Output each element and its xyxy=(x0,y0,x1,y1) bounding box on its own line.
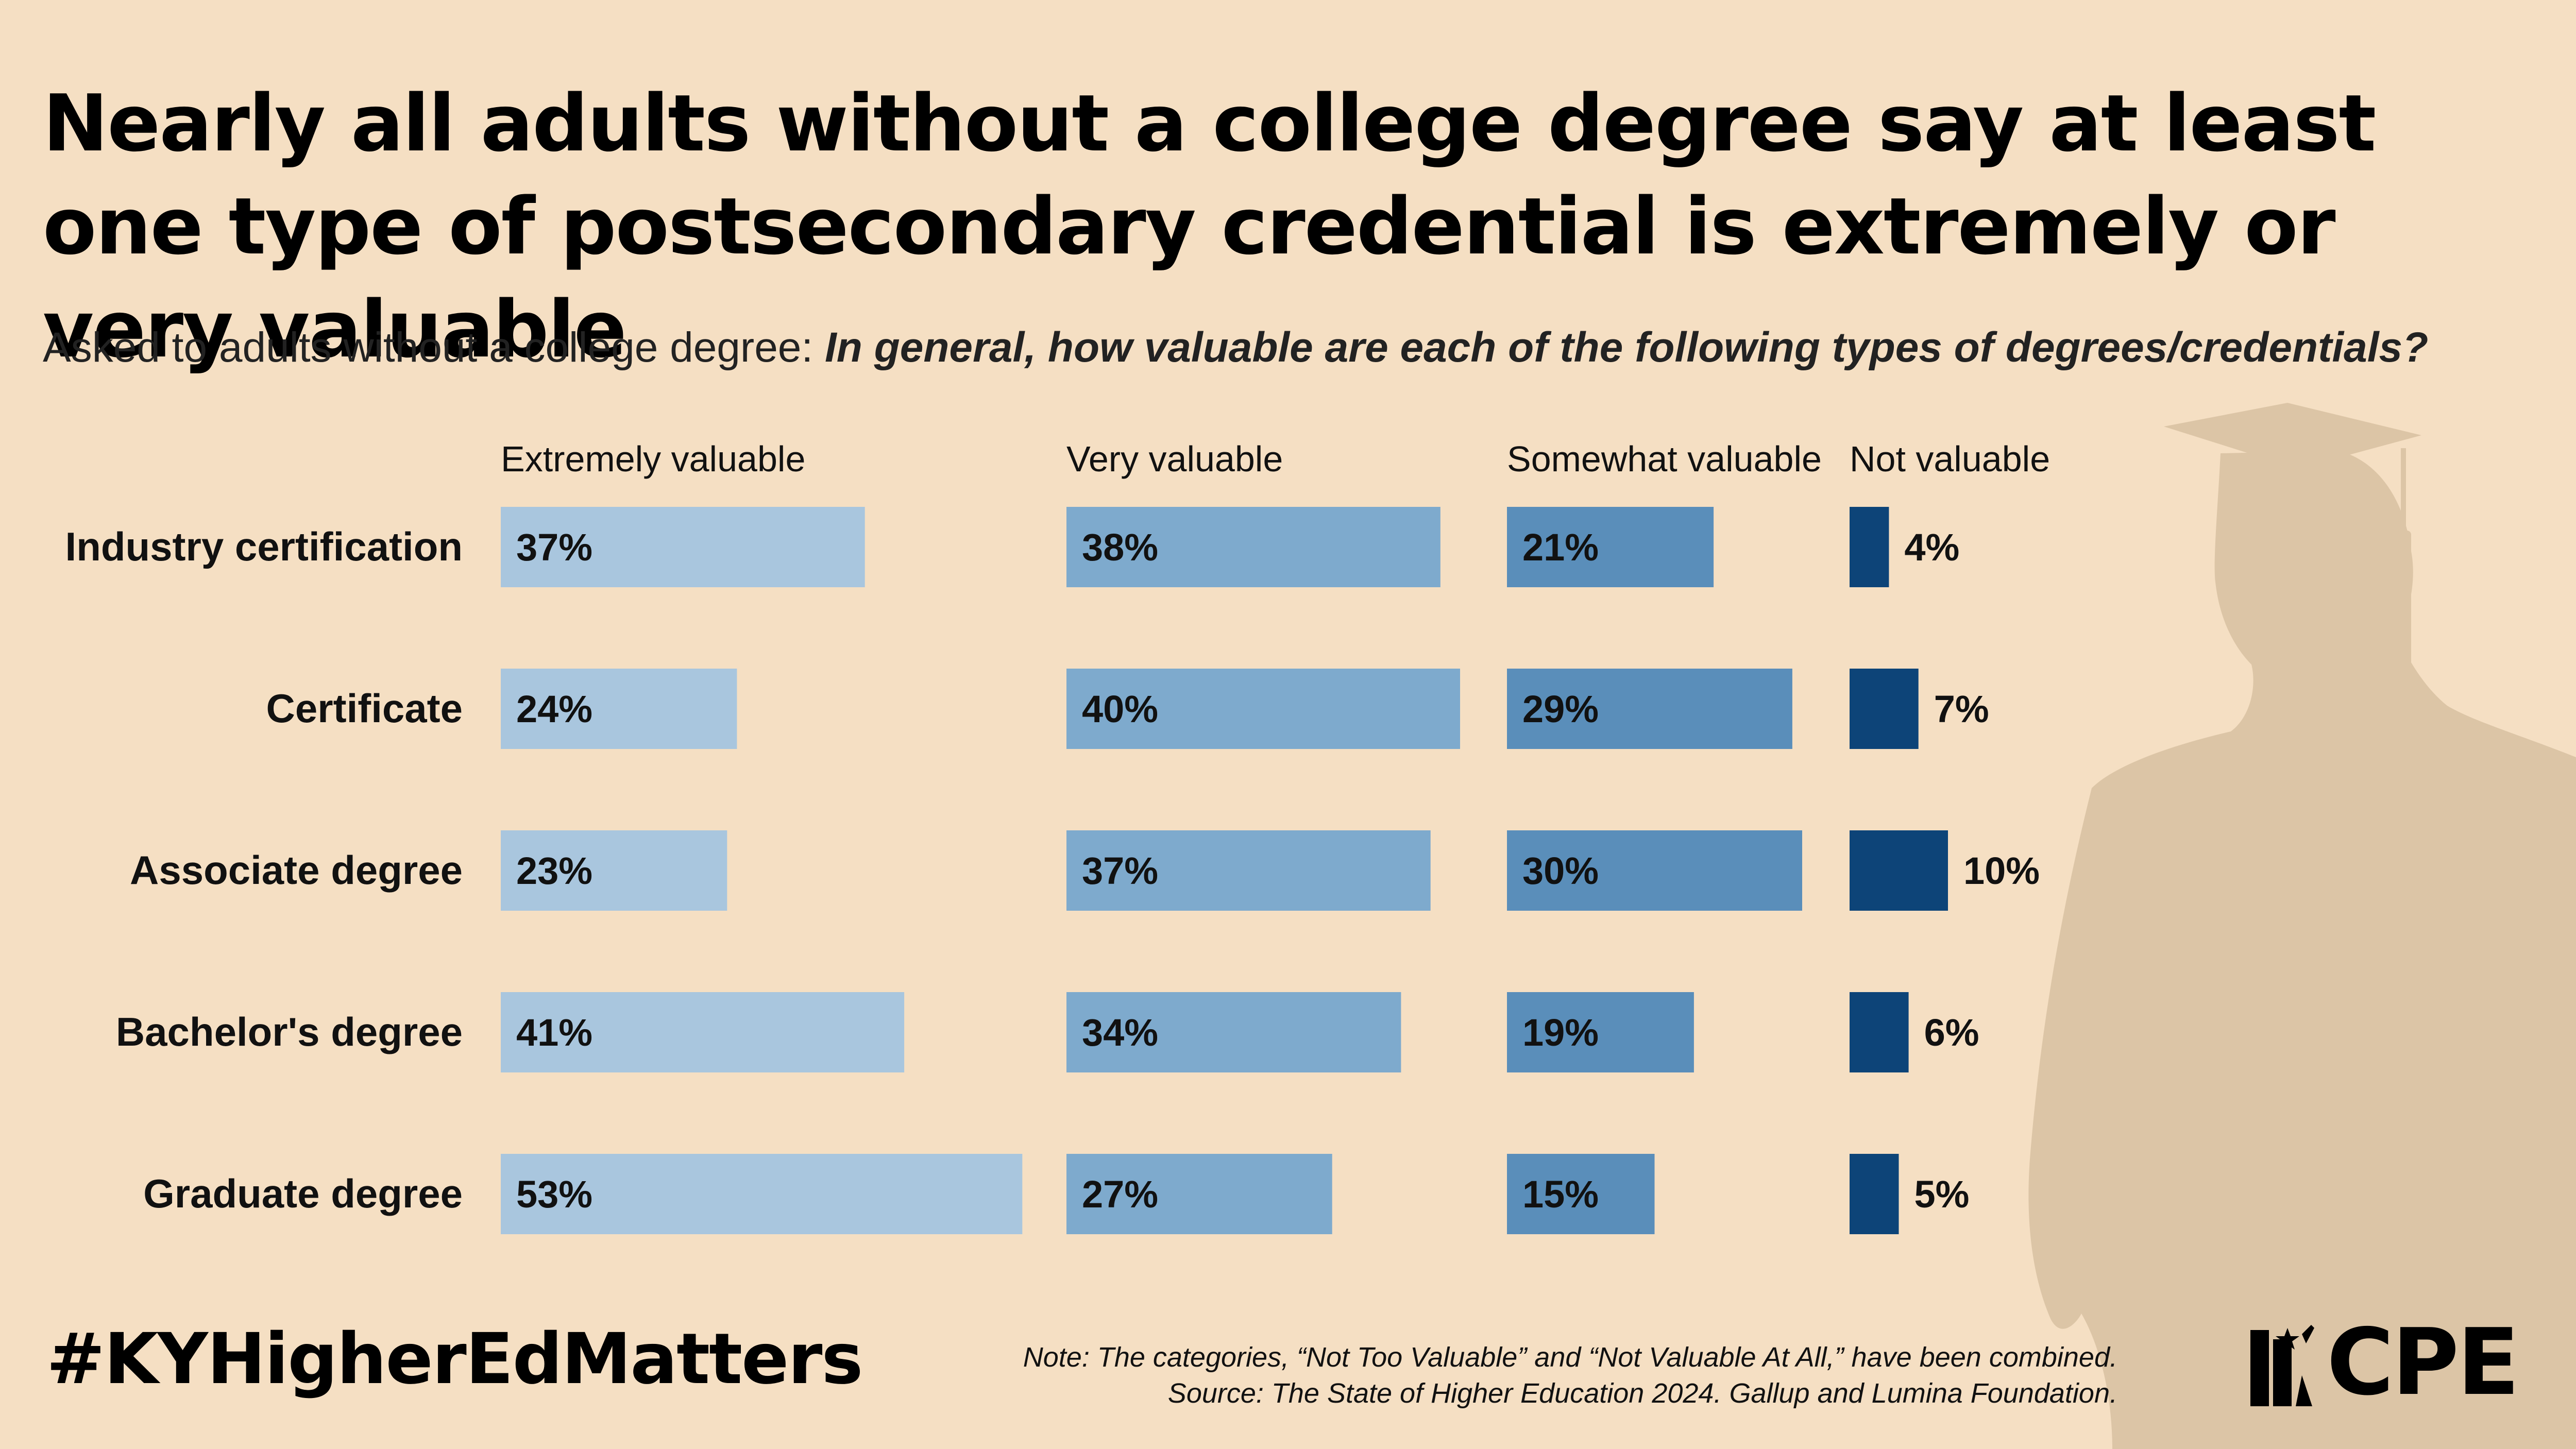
data-label: 23% xyxy=(516,849,592,892)
bar-not-valuable-certificate xyxy=(1850,669,1919,749)
column-header-not-valuable: Not valuable xyxy=(1850,439,2050,479)
bar-very-valuable-bachelor-s-degree xyxy=(1066,992,1401,1072)
data-label: 5% xyxy=(1914,1173,1970,1216)
column-header-extremely-valuable: Extremely valuable xyxy=(501,439,805,479)
graduate-silhouette-icon xyxy=(2028,403,2576,1449)
column-header-very-valuable: Very valuable xyxy=(1066,439,1283,479)
logo-text: CPE xyxy=(2327,1309,2520,1416)
bar-very-valuable-industry-certification xyxy=(1066,507,1440,587)
data-label: 21% xyxy=(1522,526,1599,569)
category-label: Certificate xyxy=(266,686,463,731)
bar-extremely-valuable-bachelor-s-degree xyxy=(501,992,905,1072)
bar-somewhat-valuable-associate-degree xyxy=(1507,830,1802,911)
data-label: 15% xyxy=(1522,1173,1599,1216)
bar-somewhat-valuable-certificate xyxy=(1507,669,1792,749)
bar-extremely-valuable-graduate-degree xyxy=(501,1154,1023,1234)
survey-question: In general, how valuable are each of the… xyxy=(824,324,2429,371)
category-label: Industry certification xyxy=(65,524,463,569)
cpe-logo-icon xyxy=(2250,1325,2314,1406)
bar-very-valuable-certificate xyxy=(1066,669,1460,749)
bar-not-valuable-bachelor-s-degree xyxy=(1850,992,1909,1072)
page-title: Nearly all adults without a college degr… xyxy=(43,78,2376,375)
bar-very-valuable-associate-degree xyxy=(1066,830,1431,911)
hashtag: #KYHigherEdMatters xyxy=(46,1319,863,1400)
subtitle-prefix: Asked to adults xyxy=(43,324,344,371)
bar-somewhat-valuable-industry-certification xyxy=(1507,507,1714,587)
data-label: 7% xyxy=(1934,688,1989,730)
bar-somewhat-valuable-graduate-degree xyxy=(1507,1154,1655,1234)
subtitle-emphasis: without xyxy=(343,324,478,371)
source-text: Source: The State of Higher Education 20… xyxy=(1167,1378,2117,1409)
data-label: 19% xyxy=(1522,1011,1599,1054)
data-label: 6% xyxy=(1924,1011,1979,1054)
bar-not-valuable-associate-degree xyxy=(1850,830,1948,911)
category-label: Bachelor's degree xyxy=(116,1009,463,1054)
data-label: 4% xyxy=(1904,526,1959,569)
data-label: 30% xyxy=(1522,849,1599,892)
cpe-logo: CPE xyxy=(2250,1314,2539,1411)
data-label: 29% xyxy=(1522,688,1599,730)
bar-not-valuable-industry-certification xyxy=(1850,507,1889,587)
note-text: Note: The categories, “Not Too Valuable”… xyxy=(1023,1342,2117,1373)
bar-not-valuable-graduate-degree xyxy=(1850,1154,1899,1234)
column-header-somewhat-valuable: Somewhat valuable xyxy=(1507,439,1822,479)
bar-extremely-valuable-certificate xyxy=(501,669,737,749)
bar-extremely-valuable-industry-certification xyxy=(501,507,865,587)
data-label: 37% xyxy=(516,526,592,569)
data-label: 41% xyxy=(516,1011,592,1054)
data-label: 34% xyxy=(1082,1011,1158,1054)
data-label: 53% xyxy=(516,1173,592,1216)
data-label: 27% xyxy=(1082,1173,1158,1216)
subtitle-middle: a college degree: xyxy=(477,324,825,371)
data-label: 38% xyxy=(1082,526,1158,569)
bar-somewhat-valuable-bachelor-s-degree xyxy=(1507,992,1694,1072)
data-label: 37% xyxy=(1082,849,1158,892)
chart-note: Note: The categories, “Not Too Valuable”… xyxy=(1023,1339,2117,1411)
data-label: 10% xyxy=(1963,849,2040,892)
chart-subtitle: Asked to adults without a college degree… xyxy=(43,319,2541,376)
category-label: Associate degree xyxy=(130,847,463,893)
bar-very-valuable-graduate-degree xyxy=(1066,1154,1332,1234)
data-label: 40% xyxy=(1082,688,1158,730)
category-label: Graduate degree xyxy=(143,1171,463,1216)
data-label: 24% xyxy=(516,688,592,730)
bar-extremely-valuable-associate-degree xyxy=(501,830,727,911)
